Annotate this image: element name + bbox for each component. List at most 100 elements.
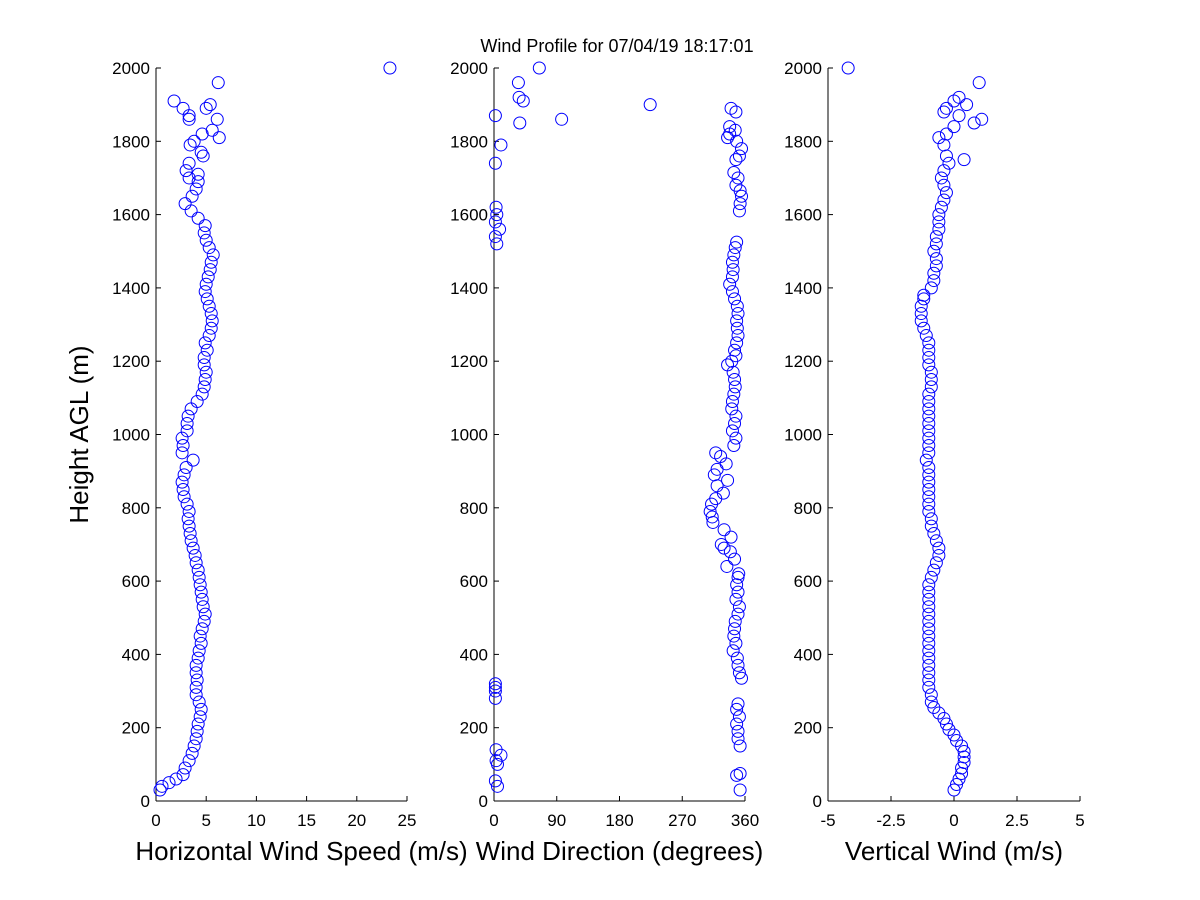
- speed-x-tick-label: 0: [151, 811, 160, 830]
- vertical-data-point: [950, 734, 964, 748]
- direction-data-point: [729, 592, 743, 606]
- vertical-data-point: [947, 120, 961, 134]
- vertical-data-point: [922, 658, 936, 672]
- direction-data-point: [728, 622, 742, 636]
- direction-data-point: [488, 684, 502, 698]
- vertical-data-point: [939, 101, 953, 115]
- vertical-data-point: [957, 756, 971, 770]
- direction-data-point: [488, 230, 502, 244]
- direction-data-point: [732, 149, 746, 163]
- direction-data-point: [705, 497, 719, 511]
- speed-data-point: [175, 475, 189, 489]
- direction-data-point: [730, 717, 744, 731]
- vertical-data-point: [922, 636, 936, 650]
- direction-data-point: [714, 537, 728, 551]
- vertical-data-point: [967, 116, 981, 130]
- speed-data-point: [169, 772, 183, 786]
- speed-data-point: [194, 702, 208, 716]
- speed-data-point: [198, 373, 212, 387]
- speed-data-point: [202, 329, 216, 343]
- speed-data-point: [187, 739, 201, 753]
- direction-data-point: [733, 783, 747, 797]
- direction-data-point: [717, 541, 731, 555]
- direction-data-point: [723, 120, 737, 134]
- direction-data-point: [729, 105, 743, 119]
- direction-data-point: [726, 644, 740, 658]
- speed-data-point: [192, 644, 206, 658]
- vertical-data-point: [922, 395, 936, 409]
- direction-data-point: [494, 138, 508, 152]
- vertical-x-tick-label: -2.5: [876, 811, 905, 830]
- direction-y-tick-label: 0: [479, 792, 488, 811]
- vertical-data-point: [922, 490, 936, 504]
- vertical-data-point: [939, 717, 953, 731]
- speed-data-point: [186, 541, 200, 555]
- vertical-data-point: [950, 778, 964, 792]
- direction-data-point: [729, 636, 743, 650]
- vertical-data-point: [927, 563, 941, 577]
- vertical-data-point: [929, 252, 943, 266]
- vertical-data-point: [924, 688, 938, 702]
- speed-data-point: [184, 534, 198, 548]
- speed-data-point: [188, 548, 202, 562]
- vertical-data-point: [929, 556, 943, 570]
- vertical-y-tick-label: 1000: [784, 426, 822, 445]
- direction-data-point: [732, 204, 746, 218]
- direction-y-tick-label: 1400: [450, 279, 488, 298]
- vertical-data-point: [957, 750, 971, 764]
- vertical-data-point: [939, 149, 953, 163]
- direction-data-point: [490, 237, 504, 251]
- vertical-data-point: [922, 358, 936, 372]
- direction-data-point: [730, 235, 744, 249]
- direction-data-point: [730, 578, 744, 592]
- speed-data-point: [189, 732, 203, 746]
- direction-y-tick-label: 1200: [450, 352, 488, 371]
- direction-data-point: [730, 299, 744, 313]
- speed-y-tick-label: 1400: [112, 279, 150, 298]
- direction-data-point: [490, 208, 504, 222]
- speed-data-point: [203, 98, 217, 112]
- speed-data-point: [178, 197, 192, 211]
- direction-data-point: [732, 600, 746, 614]
- direction-data-point: [725, 270, 739, 284]
- speed-data-point: [190, 395, 204, 409]
- speed-data-point: [204, 255, 218, 269]
- vertical-data-point: [957, 153, 971, 167]
- direction-data-point: [724, 101, 738, 115]
- vertical-data-point: [914, 299, 928, 313]
- speed-data-point: [199, 277, 213, 291]
- vertical-x-axis-label: Vertical Wind (m/s): [845, 836, 1063, 866]
- direction-data-point: [728, 373, 742, 387]
- vertical-x-tick-label: 2.5: [1005, 811, 1029, 830]
- speed-x-tick-label: 10: [247, 811, 266, 830]
- direction-data-point: [728, 241, 742, 255]
- vertical-data-point: [972, 76, 986, 90]
- speed-data-point: [197, 614, 211, 628]
- direction-y-tick-label: 600: [460, 572, 488, 591]
- vertical-data-point: [957, 745, 971, 759]
- speed-data-point: [191, 167, 205, 181]
- vertical-data-point: [922, 387, 936, 401]
- vertical-data-point: [922, 438, 936, 452]
- speed-data-point: [212, 131, 226, 145]
- direction-data-point: [714, 449, 728, 463]
- direction-data-point: [493, 222, 507, 236]
- speed-data-point: [197, 380, 211, 394]
- vertical-data-point: [841, 61, 855, 75]
- speed-data-point: [194, 636, 208, 650]
- direction-data-point: [731, 585, 745, 599]
- vertical-data-point: [924, 512, 938, 526]
- speed-data-point: [186, 453, 200, 467]
- speed-data-point: [189, 658, 203, 672]
- direction-y-tick-label: 400: [460, 645, 488, 664]
- speed-data-point: [205, 314, 219, 328]
- speed-data-point: [199, 233, 213, 247]
- speed-data-point: [199, 101, 213, 115]
- vertical-data-point: [924, 519, 938, 533]
- vertical-data-point: [922, 629, 936, 643]
- direction-data-point: [728, 292, 742, 306]
- speed-data-point: [153, 783, 167, 797]
- direction-data-point: [512, 90, 526, 104]
- vertical-y-tick-label: 600: [794, 572, 822, 591]
- vertical-data-point: [922, 644, 936, 658]
